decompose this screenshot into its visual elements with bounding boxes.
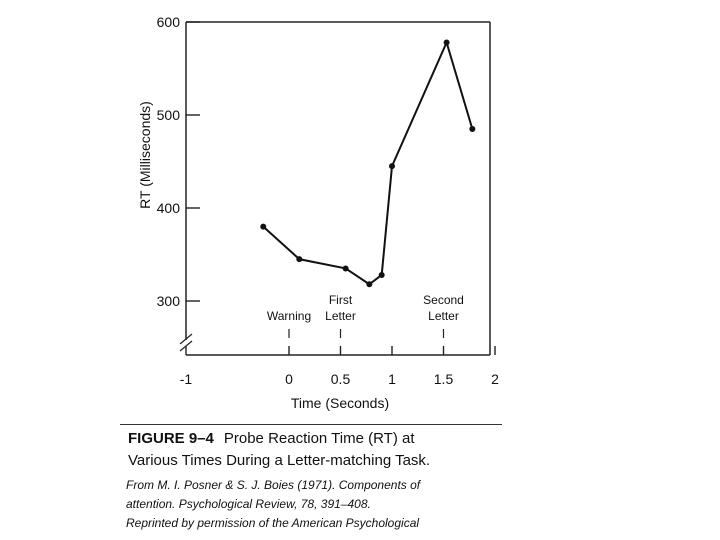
data-series [260, 39, 476, 288]
annotation-label-2-0: Second [423, 293, 464, 307]
x-tick-label--1: -1 [180, 371, 193, 387]
data-point-3 [366, 281, 373, 288]
source-line-2: attention. Psychological Review, 78, 391… [126, 497, 371, 511]
data-point-2 [342, 265, 349, 272]
y-tick-label-300: 300 [157, 293, 181, 309]
axis-break-mark [179, 333, 193, 345]
x-axis-title: Time (Seconds) [291, 395, 389, 411]
data-point-1 [296, 256, 303, 263]
x-tick-label-0.5: 0.5 [331, 371, 351, 387]
x-axis-ticks: -1 0 0.5 1 1.5 2 [180, 346, 499, 387]
x-tick-label-1.5: 1.5 [434, 371, 454, 387]
x-tick-label-0: 0 [285, 371, 293, 387]
annotation-label-2-1: Letter [428, 309, 459, 323]
data-point-5 [389, 163, 395, 170]
event-annotations: Warning First Letter Second Letter [267, 293, 464, 338]
series-line-0 [262, 39, 474, 286]
figure-title-line-2: Various Times During a Letter-matching T… [128, 452, 431, 469]
data-point-4 [378, 271, 385, 278]
y-axis-title: RT (Milliseconds) [137, 101, 153, 209]
data-point-0 [260, 223, 267, 230]
y-axis-ticks: 300 400 500 600 [157, 14, 200, 309]
figure-caption-line-1: FIGURE 9–4 Probe Reaction Time (RT) at [128, 430, 415, 447]
data-point-6 [443, 39, 450, 46]
x-tick-label-1: 1 [388, 371, 396, 387]
annotation-label-1-1: Letter [325, 309, 356, 323]
source-line-1: From M. I. Posner & S. J. Boies (1971). … [126, 478, 421, 492]
annotation-label-1-0: First [329, 293, 353, 307]
y-tick-label-400: 400 [157, 200, 181, 216]
source-line-3: Reprinted by permission of the American … [126, 516, 420, 530]
figure-title-line-1: Probe Reaction Time (RT) at [223, 430, 415, 447]
figure-label: FIGURE 9–4 [128, 430, 214, 447]
annotation-label-0-0: Warning [267, 309, 311, 323]
caption-rule [120, 424, 502, 425]
data-point-7 [469, 125, 476, 132]
x-tick-label-2: 2 [491, 371, 499, 387]
y-tick-label-600: 600 [157, 14, 181, 30]
y-tick-label-500: 500 [157, 107, 181, 123]
